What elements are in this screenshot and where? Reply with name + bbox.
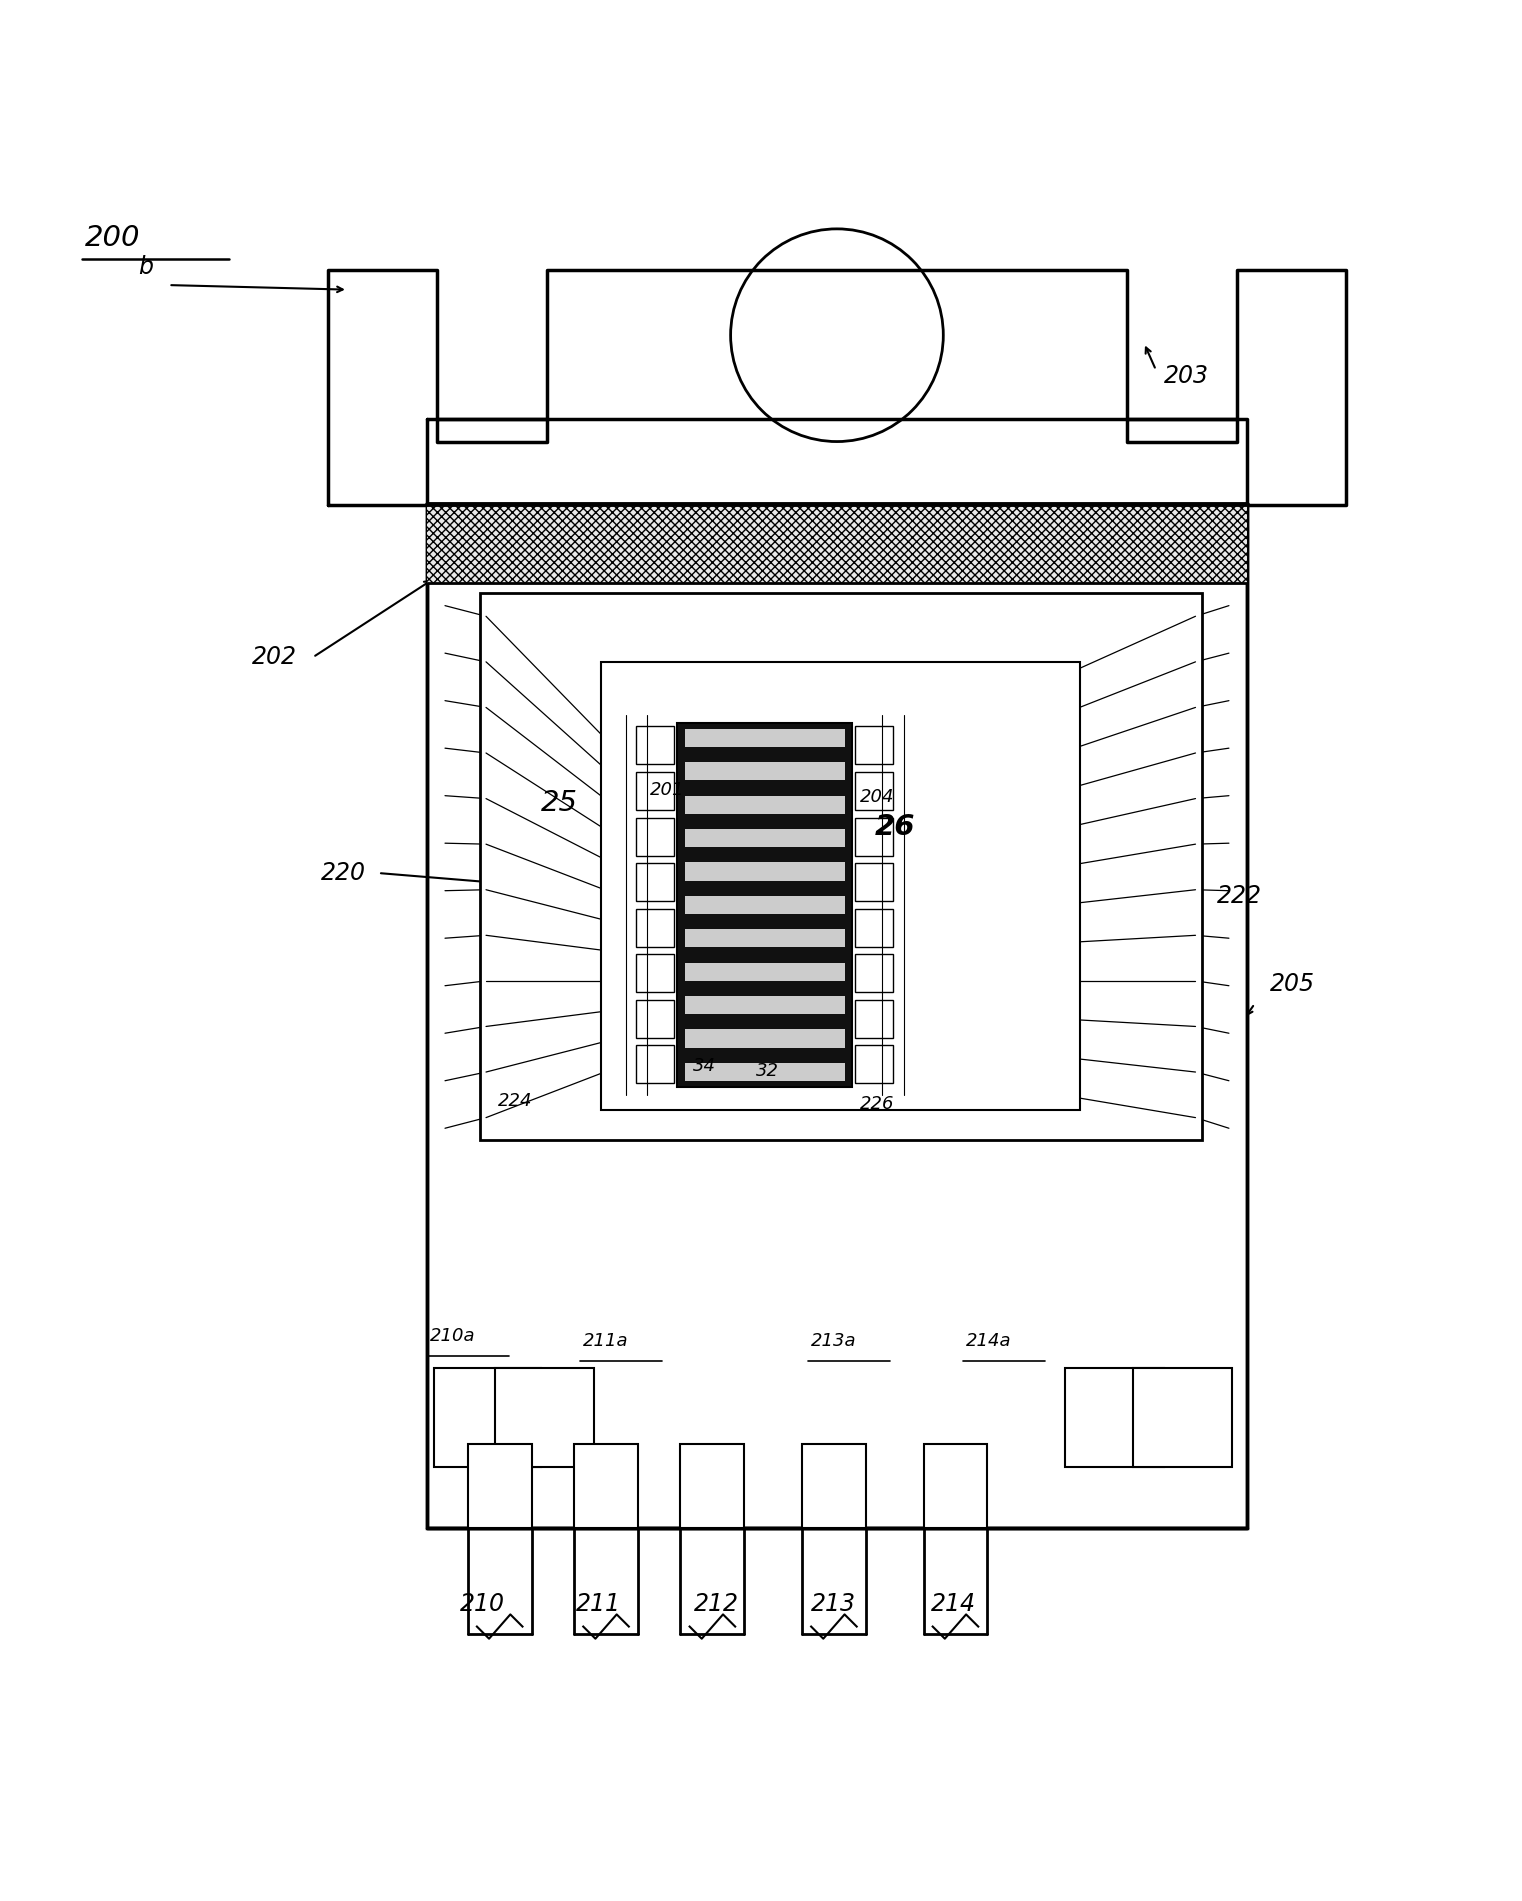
Bar [685,795,845,814]
Text: 211: 211 [575,1591,621,1616]
Bar [685,1030,845,1047]
Text: 224: 224 [498,1091,533,1110]
Text: 204: 204 [860,789,895,806]
Text: 32: 32 [756,1061,779,1080]
Bar [1065,1369,1164,1468]
Bar [1134,1369,1231,1468]
Bar [677,722,852,1087]
Bar [685,1063,845,1082]
Text: 210: 210 [460,1591,505,1616]
Text: 203: 203 [1164,365,1208,388]
Text: 220: 220 [321,861,365,886]
Bar [855,817,893,855]
Bar [636,1046,674,1084]
Bar [467,1445,531,1528]
Bar [685,762,845,779]
Bar [685,930,845,947]
Bar [604,715,668,1095]
Bar [685,996,845,1015]
Bar [855,909,893,947]
Text: 213a: 213a [811,1333,857,1350]
Bar [574,1445,638,1528]
Bar [636,909,674,947]
Text: 25: 25 [540,789,578,817]
Text: 214a: 214a [966,1333,1012,1350]
Text: 205: 205 [1269,971,1315,996]
Bar [685,863,845,880]
Bar [861,715,925,1095]
Bar [855,772,893,810]
Text: 201: 201 [650,781,685,798]
Text: 212: 212 [694,1591,740,1616]
Text: 211a: 211a [583,1333,629,1350]
Text: 222: 222 [1216,884,1262,909]
Bar [680,1445,744,1528]
Text: 226: 226 [860,1095,895,1114]
Text: 34: 34 [693,1057,715,1076]
Bar [636,863,674,901]
Bar [601,662,1081,1110]
Text: 202: 202 [253,646,297,669]
Bar [855,726,893,764]
Bar [855,1000,893,1038]
Bar [495,1369,594,1468]
Bar [685,895,845,914]
Bar [636,954,674,992]
Text: 26: 26 [875,814,915,840]
Bar [636,1000,674,1038]
Bar [426,418,1247,1528]
Bar [685,829,845,848]
Bar [426,504,1247,584]
Text: 214: 214 [931,1591,976,1616]
Bar [636,817,674,855]
Bar [636,726,674,764]
Bar [855,863,893,901]
Bar [685,962,845,981]
Text: b: b [139,255,154,279]
Bar [802,1445,866,1528]
Bar [855,954,893,992]
Text: 200: 200 [85,224,140,251]
Text: 210a: 210a [429,1327,475,1346]
Bar [479,593,1201,1141]
Bar [426,504,1247,584]
Text: 213: 213 [811,1591,857,1616]
Bar [636,772,674,810]
Bar [924,1445,988,1528]
Bar [685,728,845,747]
Bar [855,1046,893,1084]
Bar [434,1369,540,1468]
Polygon shape [329,270,1345,506]
